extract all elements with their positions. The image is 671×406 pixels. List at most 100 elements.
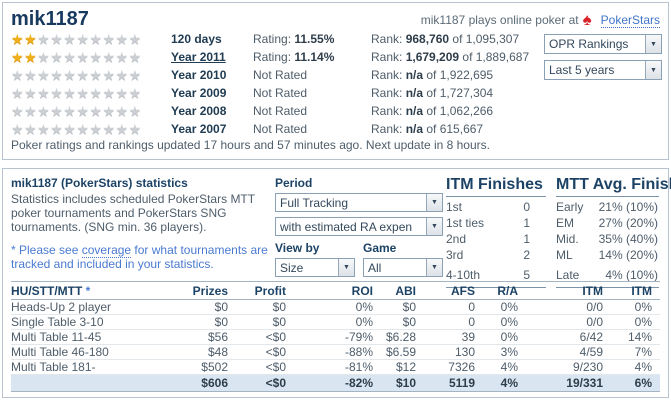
mini-label: Mid. — [556, 232, 579, 246]
star-filled-icon: ★ — [11, 30, 25, 47]
period-column: Period Full Tracking ▼ with estimated RA… — [275, 176, 443, 282]
table-cell: -79% — [344, 330, 373, 344]
not-rated-label: Not Rated — [253, 104, 308, 118]
star-empty-icon: ★ — [24, 66, 38, 83]
coverage-link[interactable]: coverage — [81, 243, 132, 258]
tracking-select-value: Full Tracking — [280, 196, 349, 210]
table-cell: 4/59 — [579, 345, 603, 359]
mini-value: 21% (10%) — [598, 200, 658, 214]
star-empty-icon: ★ — [11, 102, 25, 119]
column-header: AFS — [451, 283, 475, 298]
chevron-down-icon[interactable]: ▼ — [645, 61, 661, 79]
rank-label: Rank: — [371, 32, 406, 46]
table-cell: Multi Table 46-180 — [11, 345, 109, 359]
view-by-select[interactable]: Size ▼ — [275, 258, 355, 277]
rating-period-label[interactable]: Year 2010 — [171, 68, 227, 82]
view-by-select-value: Size — [280, 261, 304, 275]
rating-period-label[interactable]: Year 2009 — [171, 86, 227, 100]
table-cell: $6.28 — [385, 330, 416, 344]
pokerstars-link[interactable]: PokerStars — [600, 12, 660, 28]
rank-total: of 1,889,687 — [459, 50, 530, 64]
mini-label: Early — [556, 200, 584, 214]
table-row: Multi Table 46-180 $48 <$0 -88% $6.59 130 3% 4/… — [11, 345, 660, 360]
list-item: 1st ties 1 — [446, 215, 546, 231]
star-empty-icon: ★ — [24, 120, 38, 137]
star-rating[interactable]: ★★★★★★★★★★ — [11, 50, 171, 65]
ratings-rows: ★★★★★★★★★★ 120 days Rating: 11.55% Rank: 96… — [3, 30, 668, 138]
chevron-down-icon[interactable]: ▼ — [645, 35, 661, 53]
star-empty-icon: ★ — [50, 84, 64, 101]
column-header: ITM — [631, 283, 652, 298]
star-rating[interactable]: ★★★★★★★★★★ — [11, 32, 171, 47]
rating-period-label[interactable]: Year 2011 — [171, 50, 226, 64]
chevron-down-icon[interactable]: ▼ — [426, 218, 442, 235]
table-cell: 0/0 — [586, 300, 603, 314]
rank-total: of 615,667 — [423, 122, 484, 136]
star-empty-icon: ★ — [115, 84, 129, 101]
rating-cell: Not Rated — [253, 68, 371, 82]
table-cell: $0 — [272, 315, 286, 329]
table-cell: <$0 — [265, 360, 286, 374]
column-header: Prizes — [192, 283, 228, 298]
table-cell: 4% — [634, 360, 652, 374]
timespan-dropdown[interactable]: Last 5 years ▼ — [544, 60, 662, 80]
star-filled-icon: ★ — [24, 48, 38, 65]
table-row: Multi Table 11-45 $56 <$0 -79% $6.28 39 0% 6/42… — [11, 330, 660, 345]
results-table-header: HU/STT/MTT * Prizes Profit ROI ABI AFS R/A ITM I… — [11, 281, 660, 300]
rating-period-label[interactable]: Year 2007 — [171, 122, 227, 136]
star-empty-icon: ★ — [63, 30, 77, 47]
tagline-text: mik1187 plays online poker at — [420, 13, 579, 27]
totals-cell: $10 — [395, 376, 416, 390]
table-cell: 39 — [461, 330, 475, 344]
table-cell: -88% — [344, 345, 373, 359]
table-cell: 0% — [355, 315, 373, 329]
star-rating[interactable]: ★★★★★★★★★★ — [11, 104, 171, 119]
star-rating[interactable]: ★★★★★★★★★★ — [11, 122, 171, 137]
star-empty-icon: ★ — [76, 30, 90, 47]
list-item: 3rd 2 — [446, 247, 546, 263]
rating-cell: Not Rated — [253, 122, 371, 136]
coverage-note-suffix: for what tournaments are tracked and inc… — [11, 243, 268, 271]
star-rating[interactable]: ★★★★★★★★★★ — [11, 86, 171, 101]
star-empty-icon: ★ — [76, 48, 90, 65]
star-empty-icon: ★ — [89, 30, 103, 47]
mtt-avg-finish-table: MTT Avg. Finish% Early 21% (10%) EM 27% (20… — [556, 176, 671, 288]
rating-period-label[interactable]: 120 days — [171, 32, 222, 46]
star-empty-icon: ★ — [115, 48, 129, 65]
list-item: EM 27% (20%) — [556, 215, 659, 231]
chevron-down-icon[interactable]: ▼ — [426, 259, 442, 276]
totals-cell: $606 — [201, 376, 228, 390]
rank-total: of 1,095,307 — [449, 32, 520, 46]
chevron-down-icon[interactable]: ▼ — [338, 259, 354, 276]
rating-cell: Not Rated — [253, 86, 371, 100]
rank-total: of 1,727,304 — [423, 86, 494, 100]
tracking-select[interactable]: Full Tracking ▼ — [275, 193, 443, 212]
table-cell: 7% — [634, 345, 652, 359]
rating-percent: 11.14% — [294, 50, 335, 64]
table-cell: <$0 — [265, 345, 286, 359]
table-cell: $6.59 — [385, 345, 416, 359]
game-select[interactable]: All ▼ — [363, 258, 443, 277]
statistics-title: mik1187 (PokerStars) statistics — [11, 176, 188, 190]
rating-period-label[interactable]: Year 2008 — [171, 104, 227, 118]
star-empty-icon: ★ — [102, 120, 116, 137]
mini-label: ML — [556, 248, 573, 262]
ra-expenses-select[interactable]: with estimated RA expen ▼ — [275, 217, 443, 236]
star-rating[interactable]: ★★★★★★★★★★ — [11, 68, 171, 83]
star-empty-icon: ★ — [50, 48, 64, 65]
rating-label: Rating: — [253, 50, 295, 64]
about-column: mik1187 (PokerStars) statistics Statisti… — [11, 176, 269, 271]
rank-number: 968,760 — [405, 32, 450, 46]
star-icon: ★ — [586, 13, 593, 20]
chevron-down-icon[interactable]: ▼ — [426, 194, 442, 211]
rank-cell: Rank: n/a of 1,922,695 — [371, 68, 668, 82]
list-item: Mid. 35% (40%) — [556, 231, 659, 247]
star-empty-icon: ★ — [50, 66, 64, 83]
star-empty-icon: ★ — [128, 102, 142, 119]
rank-number: 1,679,209 — [405, 50, 460, 64]
rank-cell: Rank: n/a of 1,062,266 — [371, 104, 668, 118]
rankings-dropdown[interactable]: OPR Rankings ▼ — [544, 34, 662, 54]
mini-value: 14% (20%) — [598, 248, 658, 262]
column-header: HU/STT/MTT * — [11, 284, 186, 298]
rank-label: Rank: — [371, 50, 406, 64]
